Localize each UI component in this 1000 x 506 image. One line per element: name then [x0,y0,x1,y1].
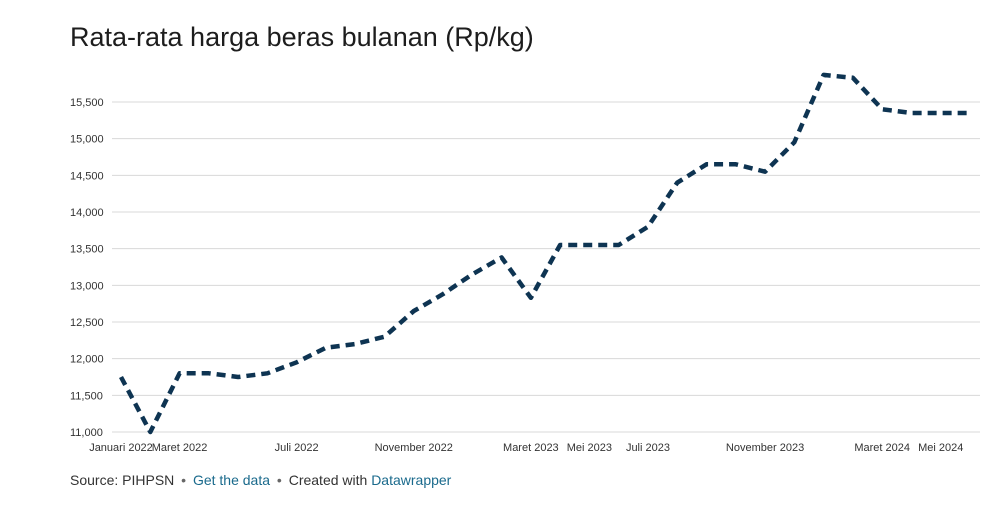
chart-footer: Source: PIHPSN • Get the data • Created … [70,472,451,488]
x-tick-label: Januari 2022 [89,442,153,454]
y-tick-label: 15,500 [70,97,104,109]
y-tick-label: 12,000 [70,354,104,366]
x-tick-label: Mei 2023 [567,442,612,454]
line-chart: 11,000 11,500 12,000 12,500 13,000 13,500 14,0… [70,72,980,454]
x-tick-label: Juli 2023 [626,442,670,454]
x-tick-label: November 2022 [375,442,453,454]
y-tick-label: 15,000 [70,134,104,146]
y-tick-label: 13,500 [70,244,104,256]
footer-separator: • [181,472,187,488]
series-layer [119,72,970,435]
y-tick-label: 14,000 [70,207,104,219]
x-tick-label: Maret 2023 [503,442,559,454]
x-tick-label: Mei 2024 [918,442,963,454]
y-tick-label: 12,500 [70,317,104,329]
grid-lines [112,101,980,433]
y-axis-tick-labels: 11,000 11,500 12,000 12,500 13,000 13,500 14,0… [70,97,104,439]
chart-title: Rata-rata harga beras bulanan (Rp/kg) [70,22,534,52]
datawrapper-link[interactable]: Datawrapper [371,472,452,488]
x-tick-label: Juli 2022 [275,442,319,454]
y-tick-label: 13,000 [70,280,104,292]
y-tick-label: 11,500 [70,390,103,402]
x-tick-label: Maret 2022 [152,442,208,454]
x-tick-label: Maret 2024 [854,442,910,454]
source-text: Source: PIHPSN [70,472,175,488]
get-the-data-link[interactable]: Get the data [192,472,271,488]
y-tick-label: 14,500 [70,170,104,182]
y-tick-label: 11,000 [70,427,103,439]
x-tick-label: November 2023 [726,442,804,454]
created-with-text: Created with [288,472,368,488]
footer-separator-2: • [276,472,282,488]
series-line [119,72,970,435]
